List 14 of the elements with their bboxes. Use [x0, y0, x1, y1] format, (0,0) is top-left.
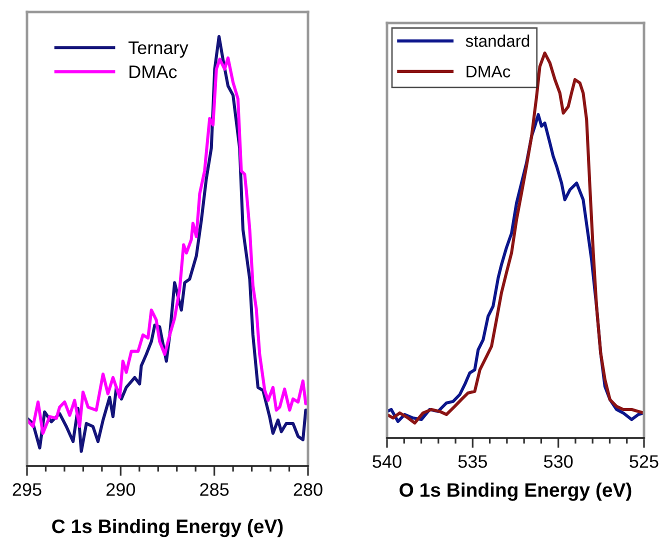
x-tick-label: 295	[12, 483, 42, 496]
x-tick-label: 280	[294, 483, 322, 496]
x-axis-title: O 1s Binding Energy (eV)	[400, 482, 632, 501]
legend-label: DMAc	[466, 66, 510, 78]
legend-label: Ternary	[128, 42, 188, 58]
legend-label: standard	[466, 34, 530, 47]
x-tick-label: 290	[106, 483, 136, 496]
legend-label: DMAc	[130, 66, 177, 78]
x-tick-label: 540	[372, 455, 402, 468]
x-tick-label: 530	[544, 455, 573, 468]
x-tick-label: 535	[458, 455, 487, 468]
x-axis-title: C 1s Binding Energy (eV)	[52, 518, 283, 538]
x-tick-label: 525	[630, 455, 658, 468]
x-tick-label: 285	[200, 483, 229, 496]
